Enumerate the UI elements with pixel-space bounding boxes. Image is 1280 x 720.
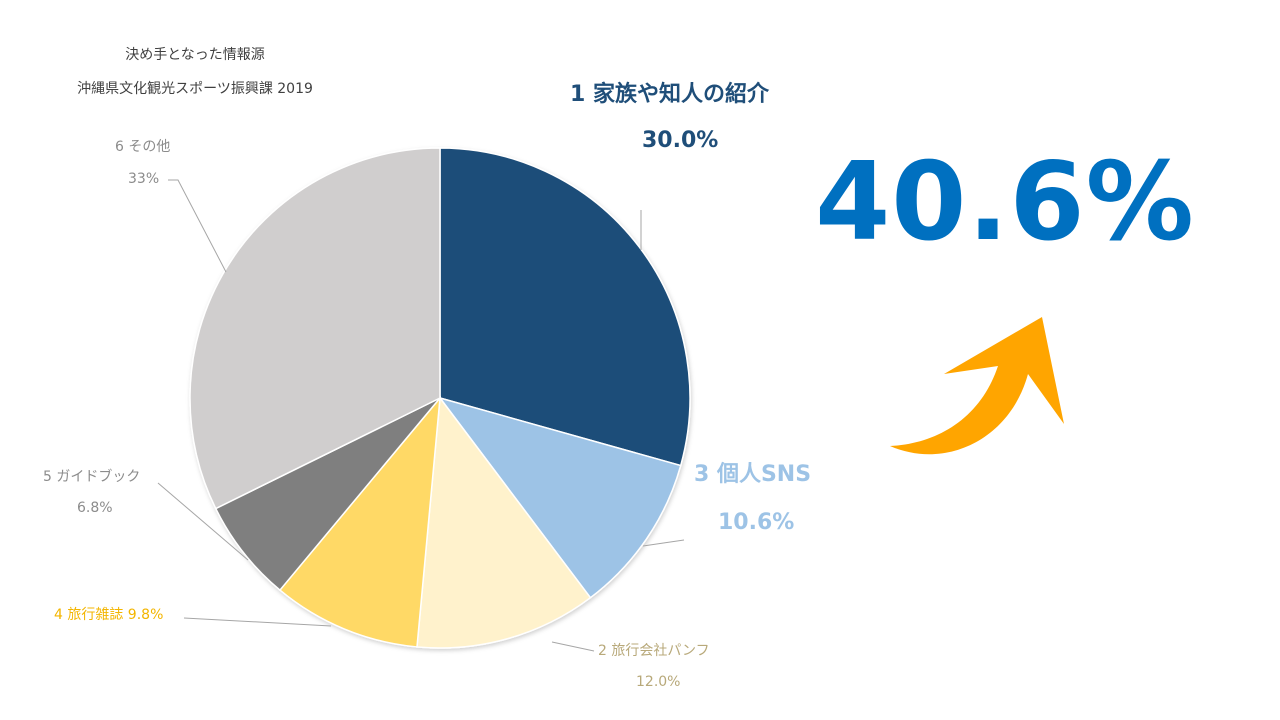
slice-label-5: 5 ガイドブック [43, 469, 141, 485]
arrow-shape [890, 317, 1064, 455]
slice-label-4: 4 旅行雑誌 9.8% [54, 607, 164, 623]
slice-percent-3: 10.6% [718, 510, 795, 535]
chart-title: 決め手となった情報源 [125, 47, 265, 63]
leader-line-6 [168, 179, 227, 273]
slice-percent-1: 30.0% [642, 128, 719, 153]
curved-up-arrow-icon [890, 317, 1064, 455]
slice-percent-2: 12.0% [636, 674, 681, 690]
pie-slice-1 [439, 147, 691, 467]
leader-line-2 [551, 641, 595, 652]
pie-slice-4 [278, 395, 441, 648]
slice-label-6: 6 その他 [115, 139, 171, 155]
slice-label-3: 3 個人SNS [694, 462, 812, 487]
leader-line-5 [157, 482, 249, 561]
leader-line-3 [642, 539, 685, 547]
pie-slice-2 [416, 395, 592, 649]
chart-subtitle: 沖縄県文化観光スポーツ振興課 2019 [77, 81, 313, 97]
leader-line-4 [183, 617, 332, 627]
slice-label-2: 2 旅行会社パンフ [598, 643, 710, 659]
pie-slice-6 [189, 147, 441, 510]
slice-percent-6: 33% [128, 171, 160, 187]
highlight-percentage: 40.6% [815, 140, 1195, 265]
slice-percent-5: 6.8% [77, 500, 113, 516]
slice-label-1: 1 家族や知人の紹介 [570, 82, 769, 107]
pie-slice-3 [438, 396, 682, 599]
